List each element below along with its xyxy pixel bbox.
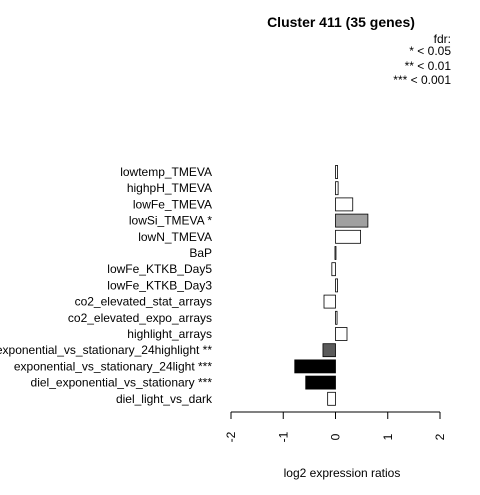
bar-4 (335, 229, 361, 244)
category-label-10: highlight_arrays (127, 327, 212, 341)
category-label-6: lowFe_KTKB_Day5 (107, 262, 212, 276)
x-axis-label: log2 expression ratios (284, 466, 401, 480)
x-tick-label-2: 0 (329, 433, 343, 440)
legend-entry-2: ** < 0.01 (405, 59, 452, 73)
bar-14 (327, 391, 336, 406)
legend-entry-1: * < 0.05 (409, 44, 451, 58)
x-tick-label-0: -2 (224, 431, 238, 442)
bar-7 (335, 278, 338, 293)
category-label-2: lowFe_TMEVA (133, 197, 212, 211)
category-label-8: co2_elevated_stat_arrays (75, 295, 212, 309)
bar-9 (335, 310, 338, 325)
bar-2 (335, 197, 354, 212)
category-label-14: diel_light_vs_dark (116, 392, 213, 406)
bar-12 (294, 359, 336, 374)
chart-title: Cluster 411 (35 genes) (267, 14, 415, 30)
x-tick-label-4: 2 (433, 433, 447, 440)
bar-0 (335, 165, 338, 179)
bar-13 (305, 375, 336, 390)
category-label-9: co2_elevated_expo_arrays (68, 311, 212, 325)
legend-entry-3: *** < 0.001 (393, 73, 451, 87)
category-label-3: lowSi_TMEVA * (129, 214, 212, 228)
x-tick-label-1: -1 (276, 431, 290, 442)
category-label-4: lowN_TMEVA (138, 230, 212, 244)
category-label-11: exponential_vs_stationary_24highlight ** (0, 343, 212, 357)
bar-6 (331, 262, 336, 277)
bar-10 (335, 327, 348, 341)
category-labels: lowtemp_TMEVA highpH_TMEVA lowFe_TMEVA lowS… (0, 165, 213, 406)
bar-5 (334, 246, 337, 260)
bar-3 (335, 213, 369, 228)
category-label-5: BaP (189, 246, 212, 260)
category-label-1: highpH_TMEVA (127, 181, 212, 195)
category-label-7: lowFe_KTKB_Day3 (107, 278, 212, 292)
category-label-0: lowtemp_TMEVA (120, 165, 212, 179)
x-axis: -2 -1 0 1 2 (224, 411, 447, 442)
x-tick-label-3: 1 (381, 433, 395, 440)
bar-1 (335, 181, 339, 196)
bar-11 (322, 343, 336, 358)
bar-8 (323, 294, 336, 309)
category-label-12: exponential_vs_stationary_24light *** (14, 359, 212, 373)
category-label-13: diel_exponential_vs_stationary *** (31, 376, 213, 390)
bars-group (294, 165, 369, 406)
legend-title: fdr: (434, 32, 451, 46)
